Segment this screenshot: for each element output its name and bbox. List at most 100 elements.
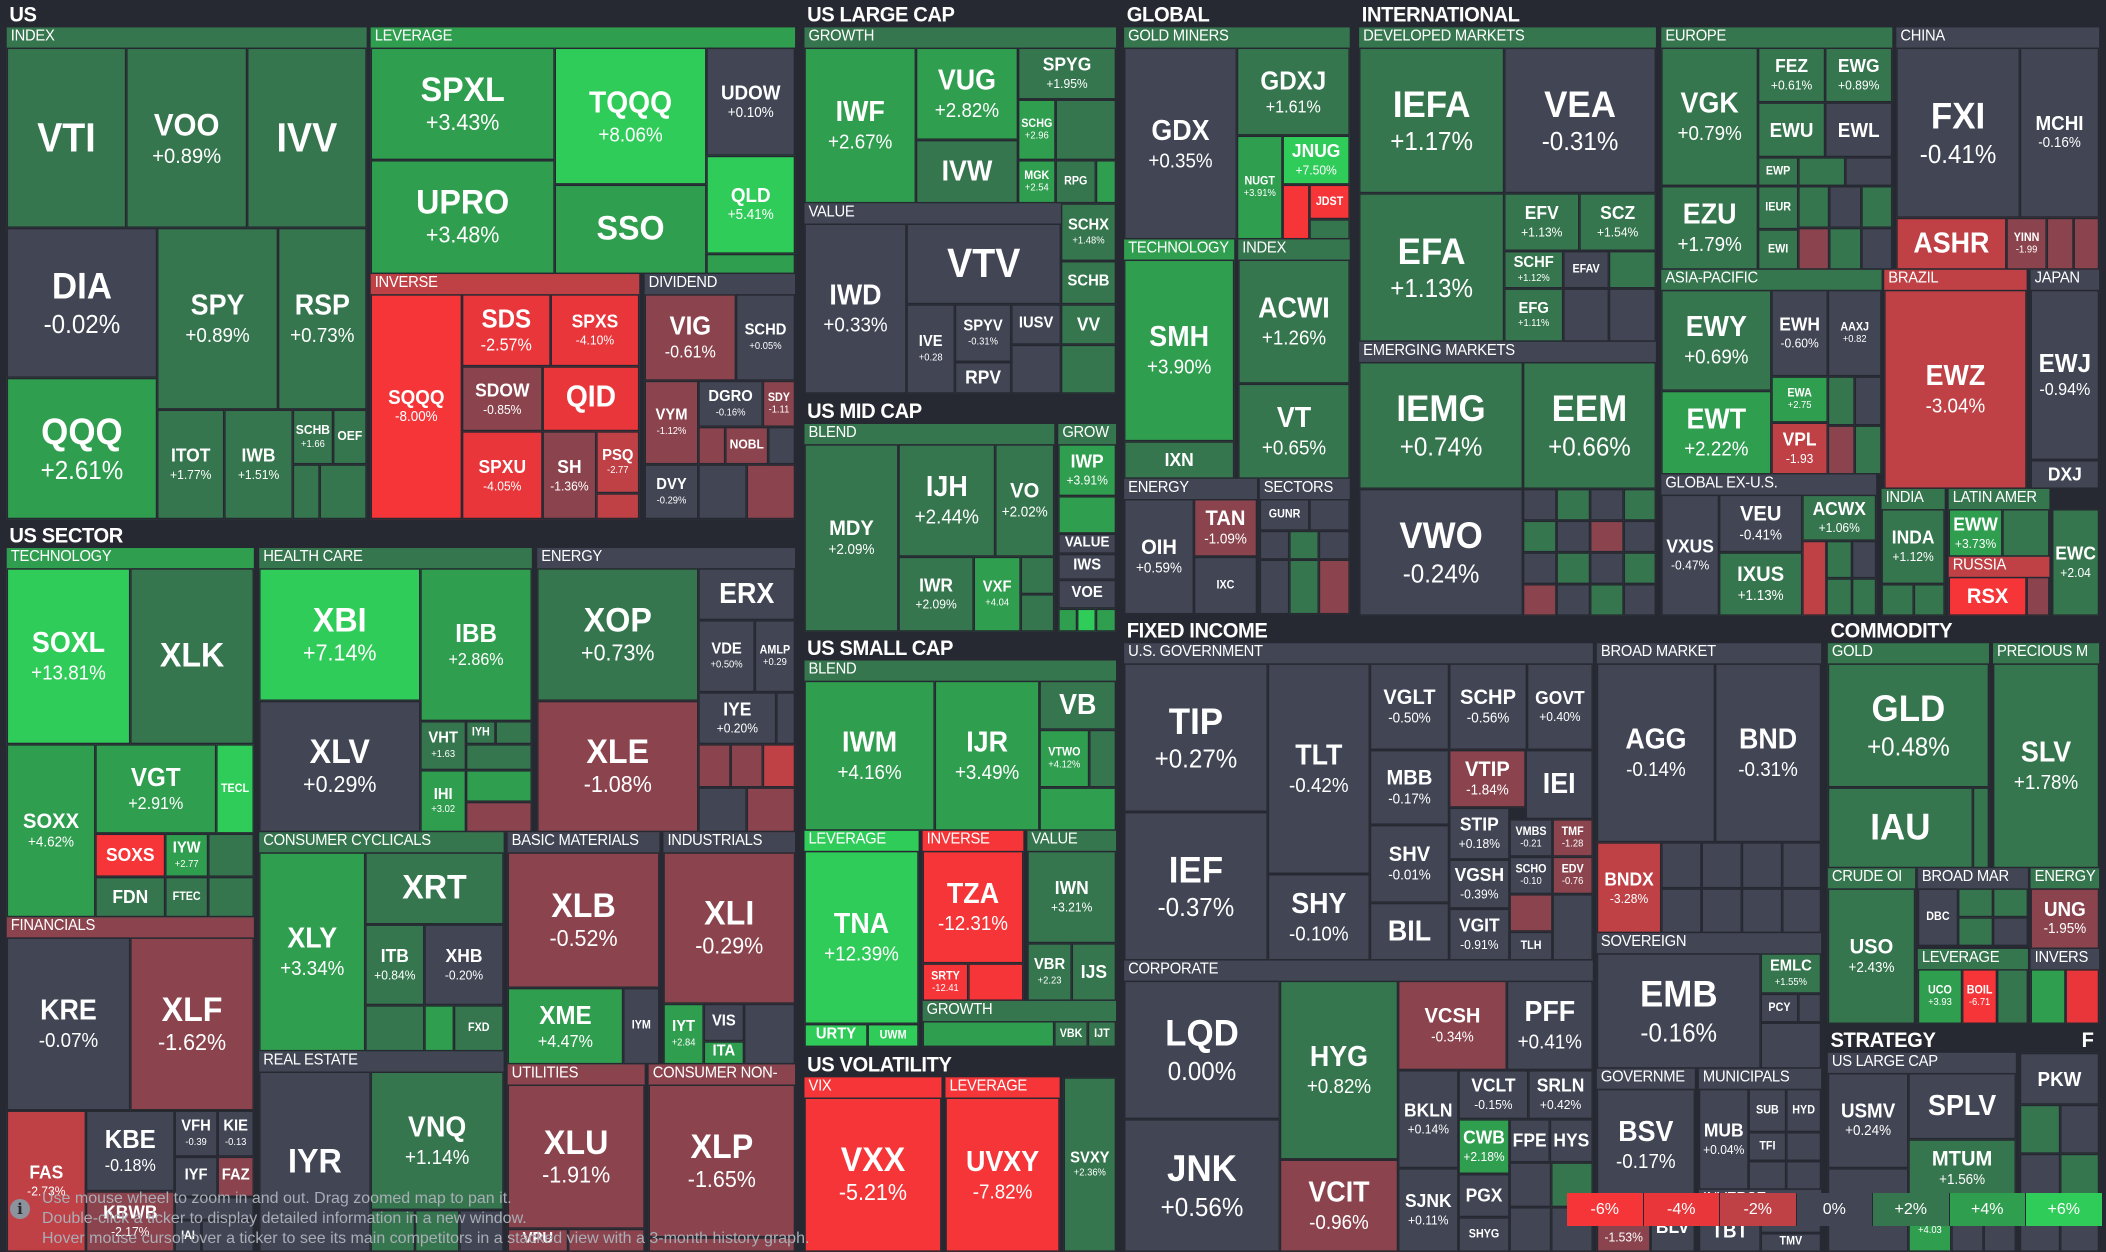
ticker-tile[interactable] (1623, 520, 1656, 553)
ticker-tile-aaxj[interactable]: AAXJ +0.82 (1827, 289, 1882, 377)
ticker-tile-tfi[interactable]: TFI (1748, 1132, 1787, 1161)
ticker-tile-efg[interactable]: EFG +1.11% (1504, 288, 1564, 342)
ticker-tile-rsp[interactable]: RSP +0.73% (278, 227, 367, 410)
ticker-tile[interactable] (1958, 888, 1994, 918)
ticker-tile[interactable] (1661, 888, 1702, 934)
ticker-tile[interactable] (1522, 520, 1557, 553)
ticker-tile[interactable] (1993, 917, 2028, 947)
ticker-tile-sqqq[interactable]: SQQQ -8.00% (370, 294, 462, 520)
ticker-tile[interactable] (698, 787, 747, 833)
ticker-tile[interactable] (466, 744, 532, 771)
ticker-tile[interactable] (1861, 227, 1893, 270)
ticker-tile[interactable] (1748, 1160, 1787, 1190)
ticker-tile[interactable] (1011, 344, 1061, 394)
ticker-tile-vea[interactable]: VEA -0.31% (1504, 47, 1656, 194)
ticker-tile-ijh[interactable]: IJH +2.44% (898, 444, 996, 557)
ticker-tile[interactable] (1095, 608, 1117, 632)
ticker-tile-ewc[interactable]: EWC +2.04 (2052, 509, 2100, 616)
ticker-tile[interactable] (1854, 425, 1882, 475)
ticker-tile-tmf[interactable]: TMF -1.28 (1552, 819, 1593, 857)
ticker-tile-pgx[interactable]: PGX (1458, 1173, 1510, 1218)
ticker-tile[interactable] (1854, 376, 1882, 426)
ticker-tile[interactable] (1786, 1160, 1822, 1190)
ticker-tile[interactable] (1556, 584, 1591, 616)
ticker-tile-hys[interactable]: HYS (1549, 1119, 1593, 1163)
ticker-tile-vxf[interactable]: VXF +4.04 (973, 556, 1021, 632)
ticker-tile-jnug[interactable]: JNUG +7.50% (1282, 135, 1350, 185)
ticker-tile[interactable] (1563, 288, 1609, 342)
ticker-tile[interactable] (1309, 499, 1350, 531)
ticker-tile[interactable] (1058, 608, 1078, 632)
ticker-tile-spxu[interactable]: SPXU -4.05% (461, 431, 543, 520)
ticker-tile[interactable] (706, 253, 796, 275)
ticker-tile-ewi[interactable]: EWI (1757, 229, 1799, 270)
ticker-tile-vtip[interactable]: VTIP -1.84% (1449, 749, 1526, 808)
ticker-tile[interactable] (1095, 160, 1117, 204)
ticker-tile-acwx[interactable]: ACWX +1.06% (1802, 494, 1877, 541)
ticker-tile[interactable] (1318, 559, 1350, 615)
ticker-tile-nobl[interactable]: NOBL (725, 426, 769, 465)
ticker-tile-xhb[interactable]: XHB -0.20% (424, 924, 504, 1006)
ticker-tile-xlu[interactable]: XLU -1.91% (507, 1084, 645, 1229)
ticker-tile[interactable] (922, 1021, 1055, 1048)
ticker-tile[interactable] (1289, 530, 1319, 560)
ticker-tile-ewu[interactable]: EWU (1757, 102, 1826, 158)
ticker-tile-spy[interactable]: SPY +0.89% (157, 227, 279, 410)
ticker-tile-usmv[interactable]: USMV +0.24% (1827, 1072, 1909, 1169)
ticker-tile[interactable] (459, 1210, 504, 1252)
ticker-tile[interactable] (1701, 888, 1742, 934)
ticker-tile-dvy[interactable]: DVY -0.29% (644, 464, 699, 520)
ticker-tile-dgro[interactable]: DGRO -0.16% (698, 380, 763, 427)
ticker-tile-upro[interactable]: UPRO +3.48% (370, 160, 555, 275)
ticker-tile[interactable] (762, 744, 796, 788)
ticker-tile-schd[interactable]: SCHD +0.05% (735, 294, 796, 381)
ticker-tile[interactable] (1798, 186, 1830, 228)
ticker-tile[interactable] (1055, 99, 1117, 161)
ticker-tile-tip[interactable]: TIP +0.27% (1124, 663, 1268, 812)
ticker-tile-mub[interactable]: MUB +0.04% (1698, 1088, 1749, 1190)
ticker-tile-qqq[interactable]: QQQ +2.61% (6, 377, 158, 520)
ticker-tile-soxs[interactable]: SOXS (95, 833, 166, 877)
ticker-tile[interactable] (1509, 1162, 1552, 1208)
ticker-tile[interactable] (1826, 578, 1852, 616)
ticker-tile-xme[interactable]: XME +4.47% (507, 987, 624, 1065)
ticker-tile-gdx[interactable]: GDX +0.35% (1124, 47, 1237, 240)
ticker-tile-uco[interactable]: UCO +3.93 (1917, 969, 1963, 1024)
ticker-tile-splv[interactable]: SPLV (1908, 1072, 2016, 1140)
ticker-tile[interactable] (698, 426, 726, 465)
ticker-tile-schx[interactable]: SCHX +1.48% (1060, 203, 1117, 262)
ticker-tile-vti[interactable]: VTI (6, 47, 127, 228)
ticker-tile-xbi[interactable]: XBI +7.14% (259, 568, 421, 701)
ticker-tile-xlk[interactable]: XLK (130, 568, 254, 745)
ticker-tile-iym[interactable]: IYM (623, 987, 660, 1065)
ticker-tile-ewt[interactable]: EWT +2.22% (1661, 390, 1772, 475)
ticker-tile-soxl[interactable]: SOXL +13.81% (6, 568, 131, 745)
ticker-tile[interactable] (424, 1005, 454, 1052)
ticker-tile-bsv[interactable]: BSV -0.17% (1596, 1088, 1695, 1202)
ticker-tile[interactable] (1623, 552, 1656, 585)
ticker-tile-ewj[interactable]: EWJ -0.94% (2030, 289, 2100, 461)
ticker-tile[interactable] (2002, 509, 2050, 557)
ticker-tile-pkw[interactable]: PKW (2019, 1052, 2100, 1105)
ticker-tile[interactable] (370, 1210, 415, 1252)
ticker-tile-dbc[interactable]: DBC (1917, 888, 1959, 947)
ticker-tile-vnq[interactable]: VNQ +1.14% (370, 1071, 504, 1211)
ticker-tile-emlc[interactable]: EMLC +1.55% (1760, 953, 1822, 994)
ticker-tile[interactable] (1851, 578, 1877, 616)
ticker-tile[interactable] (1827, 376, 1855, 426)
ticker-tile-qld[interactable]: QLD +5.41% (706, 155, 796, 254)
ticker-tile[interactable] (1798, 227, 1830, 270)
ticker-tile-iwp[interactable]: IWP +3.91% (1058, 444, 1117, 497)
ticker-tile[interactable] (1786, 1132, 1822, 1161)
ticker-tile-iwm[interactable]: IWM +4.16% (804, 680, 935, 831)
ticker-tile-vbk[interactable]: VBK (1054, 1021, 1088, 1048)
ticker-tile-gdxj[interactable]: GDXJ +1.61% (1236, 47, 1350, 136)
ticker-tile-sds[interactable]: SDS -2.57% (461, 294, 551, 367)
ticker-tile-schb[interactable]: SCHB (1060, 261, 1117, 305)
ticker-tile-smh[interactable]: SMH +3.90% (1124, 259, 1235, 442)
ticker-tile[interactable] (1590, 552, 1624, 585)
ticker-tile-faz[interactable]: FAZ (217, 1156, 254, 1198)
ticker-tile[interactable] (698, 744, 731, 788)
ticker-tile[interactable] (1827, 425, 1855, 475)
